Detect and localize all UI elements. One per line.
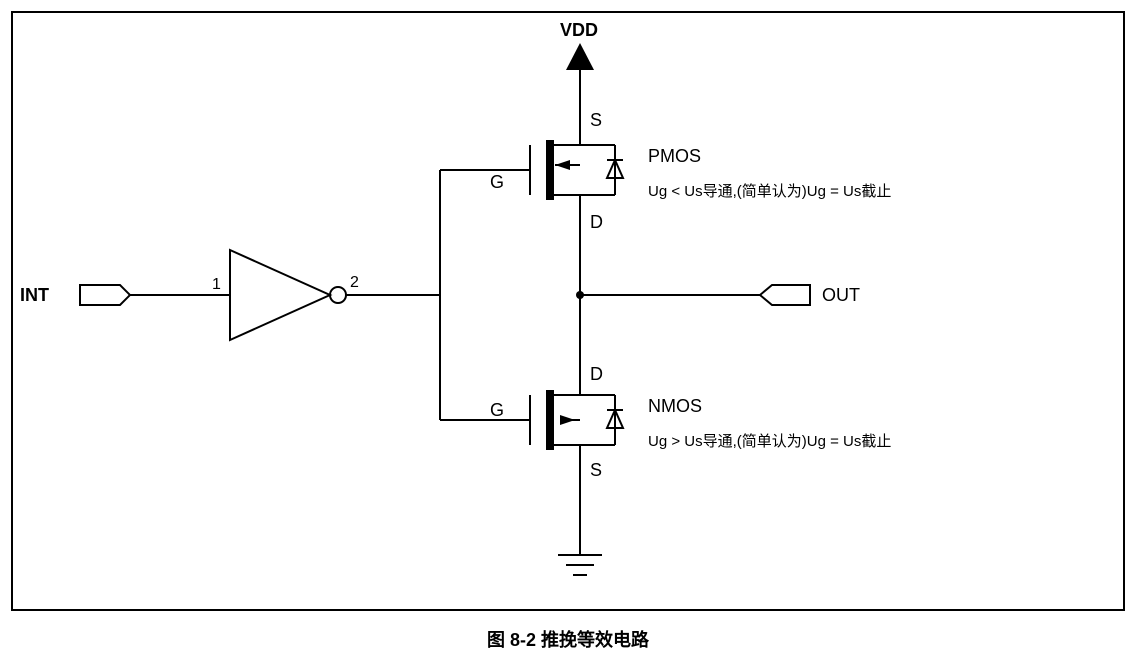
nmos-transistor bbox=[530, 390, 623, 450]
nmos-name-label: NMOS bbox=[648, 396, 702, 416]
out-port: OUT bbox=[760, 285, 860, 305]
out-label: OUT bbox=[822, 285, 860, 305]
pmos-s-label: S bbox=[590, 110, 602, 130]
nmos-body-diode bbox=[580, 395, 623, 445]
pmos-body-diode bbox=[580, 145, 623, 195]
diagram-border bbox=[12, 12, 1124, 610]
vdd-label: VDD bbox=[560, 20, 598, 40]
inverter-in-pin-label: 1 bbox=[212, 276, 221, 293]
pmos-transistor bbox=[530, 140, 623, 200]
nmos-d-label: D bbox=[590, 364, 603, 384]
int-port: INT bbox=[20, 285, 130, 305]
diagram-container: INT 1 2 G G bbox=[0, 0, 1136, 660]
nmos-g-label: G bbox=[490, 400, 504, 420]
figure-caption: 图 8-2 推挽等效电路 bbox=[0, 626, 1136, 652]
pmos-name-label: PMOS bbox=[648, 146, 701, 166]
circuit-svg: INT 1 2 G G bbox=[0, 0, 1136, 660]
inverter-out-pin-label: 2 bbox=[350, 274, 359, 291]
nmos-condition-label: Ug > Us导通,(简单认为)Ug = Us截止 bbox=[648, 433, 891, 450]
pmos-d-label: D bbox=[590, 212, 603, 232]
inverter-symbol bbox=[230, 250, 346, 340]
nmos-s-label: S bbox=[590, 460, 602, 480]
pmos-condition-label: Ug < Us导通,(简单认为)Ug = Us截止 bbox=[648, 183, 891, 200]
gnd-terminal bbox=[558, 555, 602, 575]
pmos-g-label: G bbox=[490, 172, 504, 192]
vdd-terminal: VDD bbox=[560, 20, 598, 100]
int-label: INT bbox=[20, 285, 49, 305]
